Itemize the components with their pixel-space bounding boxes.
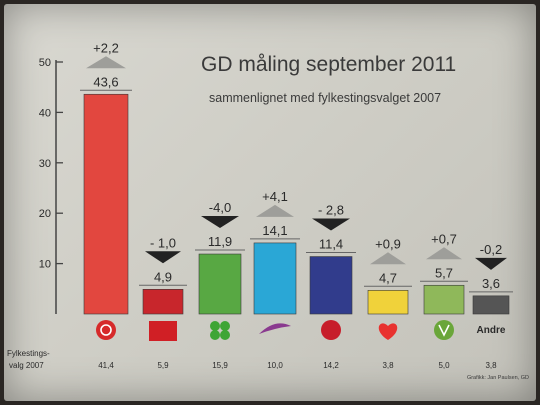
change-up-arrow bbox=[426, 247, 462, 260]
bar bbox=[253, 242, 297, 315]
baseline-label: Fylkestings- bbox=[7, 349, 50, 358]
rose-logo-detail bbox=[100, 324, 112, 336]
change-label: +0,9 bbox=[375, 236, 401, 251]
bar-value-label: 14,1 bbox=[262, 223, 287, 238]
chart-subtitle: sammenlignet med fylkestingsvalget 2007 bbox=[209, 91, 441, 105]
bar bbox=[83, 93, 129, 315]
y-axis: 10 20 30 40 50 bbox=[39, 57, 63, 314]
swoosh-logo-icon bbox=[259, 323, 291, 334]
bar-value-label: 4,7 bbox=[379, 270, 397, 285]
baseline-value: 41,4 bbox=[98, 361, 114, 370]
change-up-arrow bbox=[256, 204, 294, 217]
andre-label: Andre bbox=[477, 325, 506, 336]
change-label: +2,2 bbox=[93, 40, 119, 55]
clover-leaf-icon bbox=[220, 330, 230, 340]
party-logos: Andre bbox=[96, 320, 506, 341]
change-down-arrow bbox=[312, 218, 350, 231]
baseline-value: 3,8 bbox=[485, 361, 497, 370]
y-tick-label: 40 bbox=[39, 107, 51, 119]
change-down-arrow bbox=[475, 257, 507, 270]
bars: 43,6 +2,2 4,9 - 1,0 11,9 -4,0 14,1 +4,1 11,4 - 2,… bbox=[80, 40, 513, 315]
change-label: - 1,0 bbox=[150, 235, 176, 250]
bar bbox=[423, 284, 465, 315]
change-label: +4,1 bbox=[262, 189, 288, 204]
rose-logo-icon bbox=[96, 320, 116, 340]
clover-leaf-icon bbox=[220, 321, 230, 331]
baseline-row: Fylkestings-valg 2007 41,4 5,9 15,9 10,0 14,2… bbox=[7, 349, 497, 370]
y-tick-label: 10 bbox=[39, 259, 51, 271]
newspaper-page: GD måling september 2011 sammenlignet me… bbox=[4, 4, 536, 401]
baseline-value: 3,8 bbox=[382, 361, 394, 370]
bar bbox=[472, 295, 510, 315]
bar-value-label: 5,7 bbox=[435, 265, 453, 280]
green-v-logo-icon bbox=[434, 320, 454, 340]
heart-logo-icon bbox=[378, 323, 398, 340]
y-tick-label: 30 bbox=[39, 158, 51, 170]
bar bbox=[367, 290, 409, 315]
clover-leaf-icon bbox=[210, 321, 220, 331]
party-poll-bar-chart: GD måling september 2011 sammenlignet me… bbox=[7, 40, 529, 381]
bar bbox=[142, 289, 184, 315]
bar-value-label: 4,9 bbox=[154, 269, 172, 284]
baseline-label: valg 2007 bbox=[9, 361, 44, 370]
y-tick-label: 50 bbox=[39, 57, 51, 69]
change-label: +0,7 bbox=[431, 231, 457, 246]
change-down-arrow bbox=[201, 216, 239, 229]
baseline-value: 10,0 bbox=[267, 361, 283, 370]
bar-value-label: 11,4 bbox=[319, 237, 343, 252]
bar-value-label: 11,9 bbox=[208, 234, 232, 249]
change-down-arrow bbox=[145, 251, 181, 264]
bar bbox=[309, 256, 353, 315]
change-label: - 2,8 bbox=[318, 203, 344, 218]
baseline-value: 14,2 bbox=[323, 361, 339, 370]
change-label: -0,2 bbox=[480, 242, 502, 257]
y-tick-label: 20 bbox=[39, 208, 51, 220]
chart-title: GD måling september 2011 bbox=[201, 53, 456, 76]
frp-logo-icon bbox=[321, 320, 341, 340]
change-up-arrow bbox=[370, 252, 406, 265]
graphic-credit: Grafikk: Jan Paulsen, GD bbox=[467, 375, 529, 381]
change-label: -4,0 bbox=[209, 200, 231, 215]
change-up-arrow bbox=[86, 56, 126, 69]
baseline-value: 15,9 bbox=[212, 361, 228, 370]
bar-value-label: 43,6 bbox=[93, 74, 118, 89]
clover-leaf-icon bbox=[210, 330, 220, 340]
baseline-value: 5,0 bbox=[438, 361, 450, 370]
bar-value-label: 3,6 bbox=[482, 276, 500, 291]
bar bbox=[198, 253, 242, 315]
baseline-value: 5,9 bbox=[157, 361, 169, 370]
v-mark bbox=[438, 324, 450, 337]
sv-logo-icon bbox=[149, 321, 177, 341]
